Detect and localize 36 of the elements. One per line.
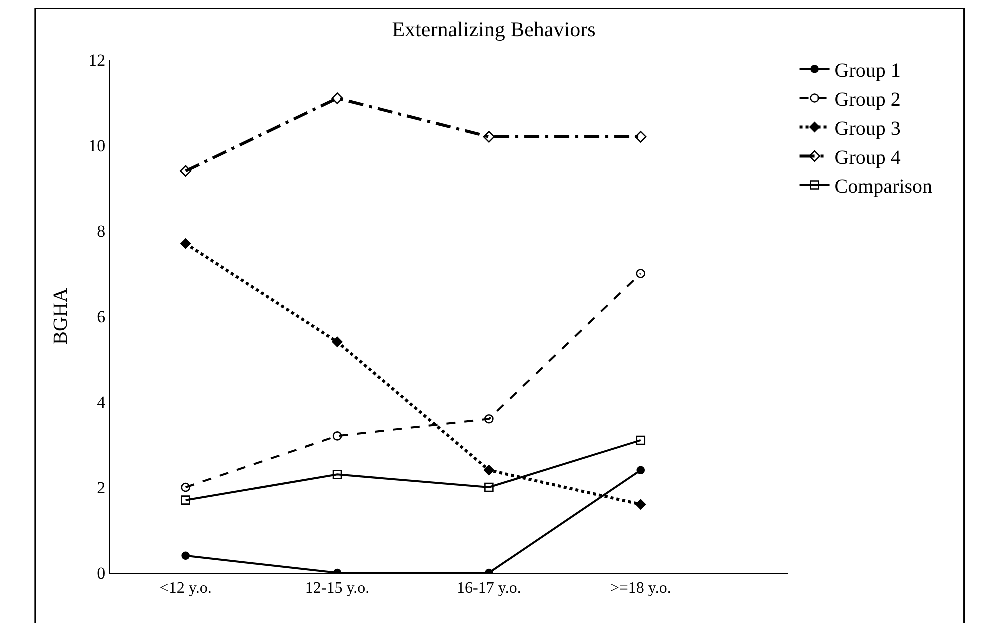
legend-label: Group 3	[834, 118, 901, 140]
point	[484, 465, 494, 476]
y-tick-label: 4	[97, 392, 106, 412]
point	[332, 92, 344, 104]
y-tick-label: 8	[97, 222, 106, 241]
point	[636, 466, 646, 475]
point	[332, 432, 342, 441]
x-tick-label: 16-17 y.o.	[457, 580, 522, 598]
point	[636, 269, 646, 278]
y-axis-title: BGHA	[50, 288, 72, 345]
point	[332, 470, 342, 480]
point	[180, 165, 192, 177]
legend-label: Group 2	[834, 89, 901, 112]
y-tick-label: 6	[97, 307, 106, 326]
x-tick-label: 12-15 y.o.	[305, 580, 370, 598]
legend-label: Group 4	[834, 147, 901, 170]
point	[484, 414, 494, 424]
point	[181, 482, 190, 492]
legend-label: Comparison	[834, 176, 933, 198]
legend-label: Group 1	[834, 60, 901, 82]
point	[332, 336, 343, 348]
point	[182, 552, 190, 560]
point	[635, 131, 647, 143]
y-tick-label: 2	[97, 478, 106, 498]
x-tick-label: <12 y.o.	[160, 580, 212, 598]
chart-title: Externalizing Behaviors	[392, 18, 596, 42]
point	[181, 496, 190, 505]
point	[484, 482, 494, 492]
y-tick-label: 0	[97, 564, 106, 583]
point	[636, 436, 646, 446]
point	[483, 131, 496, 143]
x-tick-label: >=18 y.o.	[610, 580, 672, 598]
y-tick-label: 10	[88, 136, 106, 156]
y-tick-label: 12	[88, 50, 106, 70]
point	[180, 238, 192, 250]
point	[636, 499, 646, 510]
